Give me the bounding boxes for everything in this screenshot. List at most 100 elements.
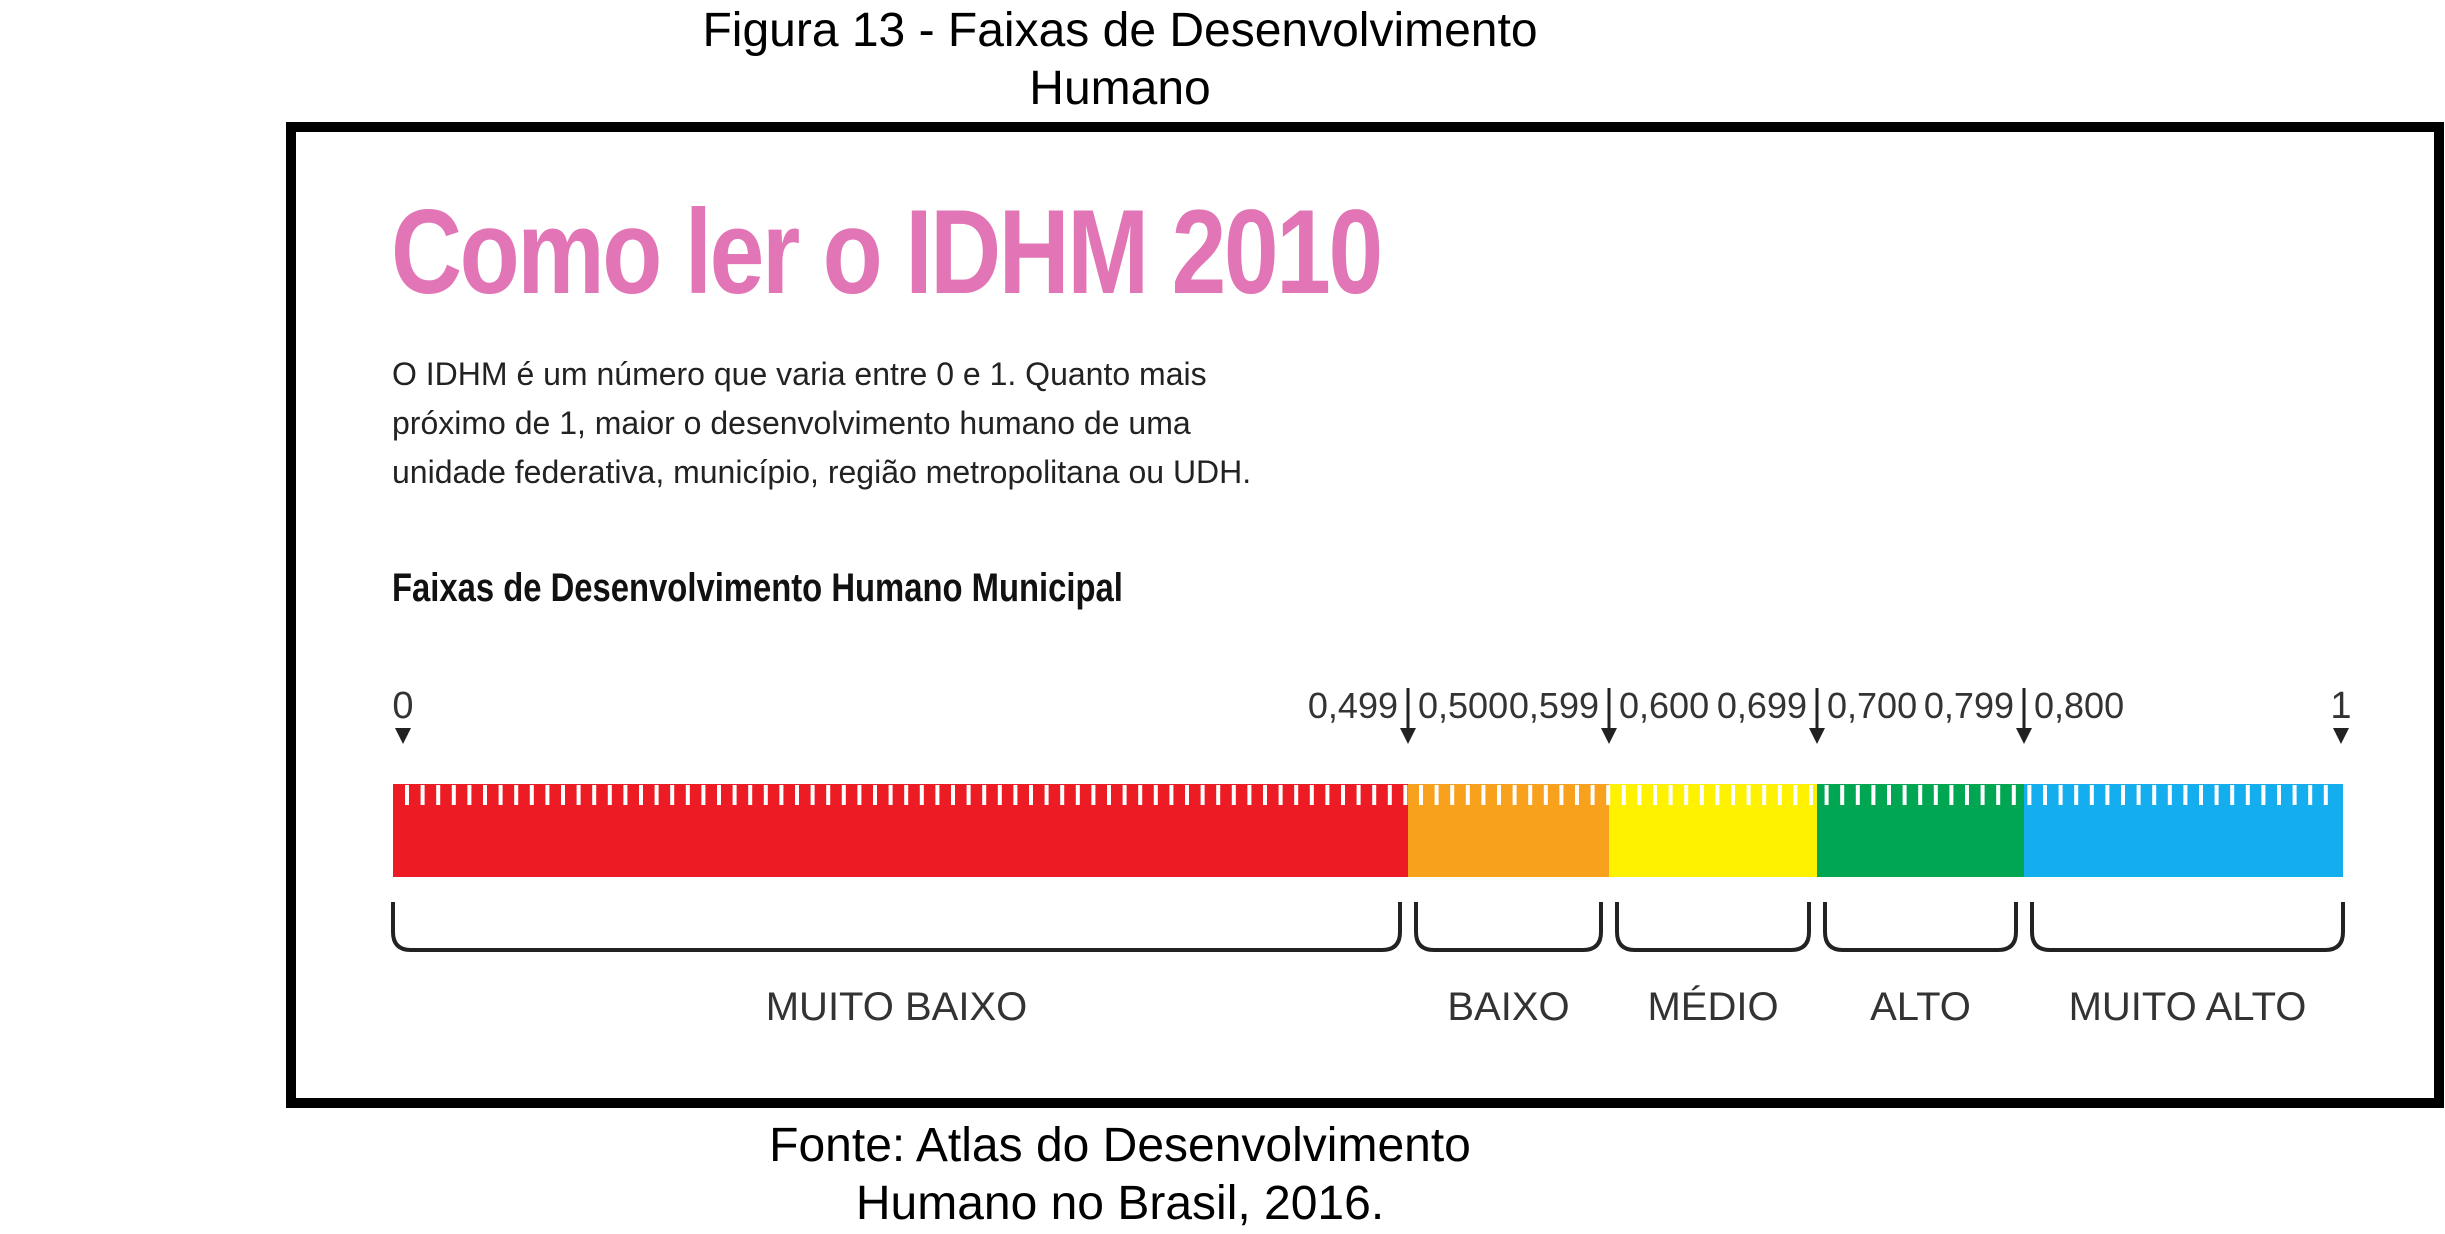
scale-notch xyxy=(1481,785,1486,805)
scale-notch xyxy=(1918,785,1923,805)
scale-notch xyxy=(685,785,690,805)
scale-notch xyxy=(2074,785,2079,805)
scale-notch xyxy=(2261,785,2266,805)
scale-notch xyxy=(1871,785,1876,805)
scale-notch xyxy=(592,785,597,805)
scale-notch xyxy=(888,785,893,805)
scale-notch xyxy=(1653,785,1657,805)
scale-notch xyxy=(1902,785,1907,805)
scale-notch xyxy=(1278,785,1283,805)
boundary-arrow xyxy=(2016,728,2032,744)
scale-notch xyxy=(748,785,753,805)
scale-notch xyxy=(2308,785,2313,805)
scale-notch xyxy=(1044,785,1049,805)
band-name-label: MUITO ALTO xyxy=(2069,985,2307,1029)
panel-intro: O IDHM é um número que varia entre 0 e 1… xyxy=(392,350,1392,497)
band-brace xyxy=(2030,902,2345,952)
boundary-lower-label: 0,700 xyxy=(1827,685,1917,726)
scale-notch xyxy=(935,785,940,805)
scale-notch xyxy=(1777,785,1782,805)
scale-notch xyxy=(514,785,519,805)
scale-notch xyxy=(1231,785,1236,805)
boundary-lower-label: 0,800 xyxy=(2034,685,2124,726)
scale-notch xyxy=(1543,785,1548,805)
scale-notch xyxy=(1840,785,1845,805)
band-brace xyxy=(1414,902,1603,952)
panel-title: Como ler o IDHM 2010 xyxy=(391,185,1383,319)
scale-notch xyxy=(841,785,846,805)
scale-notch xyxy=(1559,785,1564,805)
scale-notch xyxy=(2277,785,2281,805)
scale-notch xyxy=(1013,785,1018,805)
source-caption-line-1: Fonte: Atlas do Desenvolvimento xyxy=(769,1119,1471,1172)
band-name-label: MUITO BAIXO xyxy=(766,985,1028,1029)
scale-notch xyxy=(919,785,924,805)
scale-notch xyxy=(2292,785,2297,805)
figure-caption-line-2: Humano xyxy=(1029,62,1211,115)
band-segment xyxy=(393,784,1408,877)
source-caption: Fonte: Atlas do Desenvolvimento Humano n… xyxy=(620,1117,1620,1233)
band-name-label: BAIXO xyxy=(1447,985,1569,1029)
scale-notch xyxy=(1980,785,1985,805)
boundary-arrow xyxy=(1601,728,1617,744)
band-segment xyxy=(1609,784,1817,877)
scale-notch xyxy=(1294,785,1299,805)
scale-notch xyxy=(1497,785,1501,805)
scale-notch xyxy=(701,785,706,805)
scale-notch xyxy=(2323,785,2328,805)
scale-notch xyxy=(420,785,425,805)
scale-notch xyxy=(1933,785,1938,805)
scale-notch xyxy=(2121,785,2125,805)
intro-line-3: unidade federativa, município, região me… xyxy=(392,454,1252,490)
scale-notch xyxy=(1621,785,1626,805)
scale-notch xyxy=(1746,785,1751,805)
scale-notch xyxy=(1216,785,1221,805)
scale-notch xyxy=(623,785,628,805)
scale-notch xyxy=(1060,785,1065,805)
scale-notch xyxy=(405,785,409,805)
scale-notch xyxy=(1793,785,1798,805)
scale-notch xyxy=(654,785,659,805)
scale-notch xyxy=(826,785,831,805)
scale-end-arrow xyxy=(2333,728,2349,744)
boundary-arrow xyxy=(1400,728,1416,744)
scale-notch xyxy=(857,785,862,805)
boundary-upper-label: 0,599 xyxy=(1509,685,1599,726)
boundary-upper-label: 0,799 xyxy=(1924,685,2014,726)
band-brace xyxy=(1823,902,2018,952)
scale-notch xyxy=(904,785,909,805)
scale-notch xyxy=(1263,785,1267,805)
scale-notch xyxy=(2011,785,2016,805)
scale-notch xyxy=(1528,785,1533,805)
scale-notch xyxy=(732,785,737,805)
scale-notch xyxy=(561,785,565,805)
scale-notch xyxy=(1637,785,1642,805)
boundary-lower-label: 0,600 xyxy=(1619,685,1709,726)
scale-notch xyxy=(951,785,955,805)
scale-notch xyxy=(1434,785,1439,805)
scale-notch xyxy=(1169,785,1174,805)
scale-notch xyxy=(1575,785,1579,805)
scale-notch xyxy=(2027,785,2032,805)
scale-notch xyxy=(1372,785,1377,805)
scale-notch xyxy=(576,785,581,805)
scale-notch xyxy=(1356,785,1361,805)
scale-notch xyxy=(1138,785,1143,805)
scale-notch xyxy=(467,785,472,805)
boundary-upper-label: 0,699 xyxy=(1717,685,1807,726)
scale-notch xyxy=(1684,785,1689,805)
scale-notch xyxy=(2214,785,2219,805)
scale-notch xyxy=(1247,785,1252,805)
scale-notch xyxy=(1107,785,1111,805)
scale-start-label: 0 xyxy=(392,685,413,727)
band-name-label: ALTO xyxy=(1870,985,1971,1029)
scale-notch xyxy=(1512,785,1517,805)
band-name-label: MÉDIO xyxy=(1647,984,1778,1029)
scale-notch xyxy=(2058,785,2063,805)
scale-notch xyxy=(529,785,534,805)
scale-start-arrow xyxy=(395,728,411,744)
scale-notch xyxy=(1153,785,1158,805)
scale-notch xyxy=(1450,785,1455,805)
boundary-lower-label: 0,500 xyxy=(1418,685,1508,726)
scale-notch xyxy=(717,785,721,805)
